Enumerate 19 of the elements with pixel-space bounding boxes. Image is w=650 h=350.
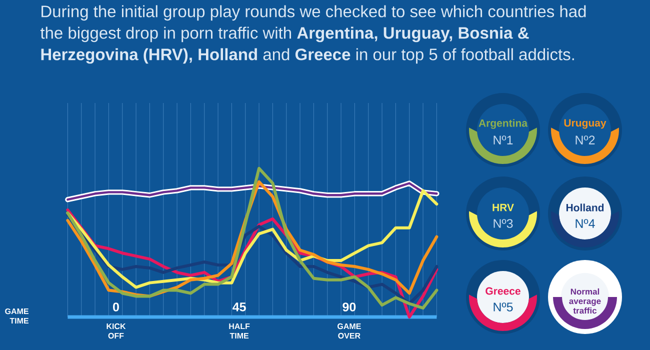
text: GAME TIME: [5, 308, 28, 324]
text: KICK OFF: [106, 323, 126, 339]
chart-title: During the initial group play rounds we checked to see which countries had the biggest drop in porn traffic with Argentina, Uruguay, Bosnia & Herzegovina (HRV), Holland and Greece in our top 5 of football addicts.: [40, 5, 586, 64]
text: Uruguay: [564, 119, 606, 129]
text: Argentina: [478, 119, 528, 129]
annotation: 0: [113, 302, 119, 312]
annotation: 90: [342, 302, 356, 312]
text: Nº4: [576, 219, 595, 228]
text: Holland: [566, 204, 604, 212]
text: Normal average traffic: [569, 288, 601, 314]
text: Nº5: [494, 302, 513, 312]
text: Nº1: [494, 136, 513, 144]
text: Nº3: [494, 219, 513, 228]
text: Nº2: [576, 136, 595, 144]
text: GAME OVER: [338, 323, 361, 339]
text: HALF TIME: [229, 324, 250, 338]
text: Greece: [486, 287, 520, 295]
annotation: 45: [232, 302, 246, 312]
text: HRV: [492, 204, 514, 212]
